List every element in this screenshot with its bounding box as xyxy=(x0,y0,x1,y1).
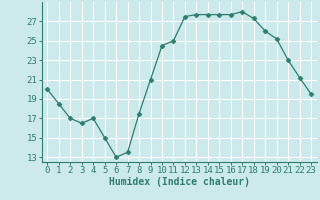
X-axis label: Humidex (Indice chaleur): Humidex (Indice chaleur) xyxy=(109,177,250,187)
